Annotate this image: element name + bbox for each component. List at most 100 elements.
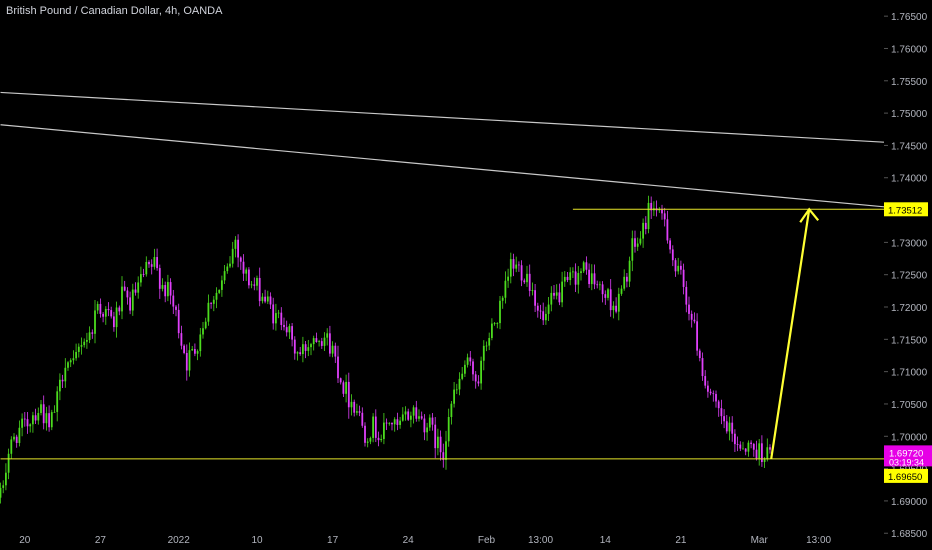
candle-body	[698, 350, 701, 359]
candle	[534, 283, 536, 313]
candle-body	[593, 273, 596, 285]
candle-body	[420, 416, 423, 419]
candle	[380, 434, 383, 443]
y-tick-label: 1.75000	[891, 109, 928, 120]
candle-body	[499, 300, 501, 324]
candle	[523, 278, 526, 284]
candle-body	[345, 381, 347, 394]
candle	[361, 407, 364, 428]
candle-body	[269, 296, 272, 305]
candle-body	[547, 304, 550, 314]
candle-body	[126, 290, 129, 298]
candle	[385, 418, 388, 430]
candle	[23, 412, 26, 427]
candle-body	[64, 367, 67, 382]
candle-body	[464, 364, 466, 374]
candle-body	[285, 327, 288, 333]
candle	[445, 430, 447, 470]
candle-body	[167, 282, 169, 297]
candle-body	[707, 385, 709, 392]
candle-body	[315, 338, 318, 342]
candle-body	[488, 338, 491, 346]
candle-body	[709, 391, 712, 394]
candle-body	[183, 345, 185, 353]
candle-body	[185, 352, 188, 371]
candle	[156, 248, 158, 271]
candle-body	[223, 271, 226, 281]
candle-body	[380, 438, 383, 441]
candle-body	[383, 422, 385, 439]
candle-body	[280, 312, 283, 325]
candle-body	[361, 412, 364, 426]
candle	[75, 343, 77, 361]
candle-body	[145, 261, 148, 275]
candle	[10, 436, 13, 459]
candle	[574, 263, 577, 292]
candle-body	[10, 439, 13, 454]
candle	[177, 303, 180, 339]
candle-body	[539, 310, 542, 312]
candle-body	[129, 297, 131, 311]
candle	[742, 441, 744, 450]
candle	[472, 358, 474, 381]
candle-body	[447, 417, 450, 442]
candle	[569, 267, 572, 286]
candle	[258, 267, 261, 307]
candle	[329, 325, 331, 357]
candle-body	[204, 321, 207, 329]
candle-body	[88, 332, 91, 341]
candle	[712, 390, 715, 402]
level-tag-label: 1.69650	[888, 472, 922, 483]
candle-body	[480, 360, 482, 384]
candle	[720, 399, 723, 425]
candle	[337, 345, 339, 383]
candle-body	[334, 345, 337, 357]
candle	[72, 350, 75, 365]
candle-body	[763, 459, 766, 462]
candle	[750, 440, 752, 449]
candle-body	[418, 416, 420, 419]
candle-body	[663, 213, 666, 220]
candle	[207, 294, 210, 326]
candle	[758, 439, 761, 466]
candle	[725, 415, 728, 434]
candle	[677, 257, 680, 275]
candle	[426, 422, 428, 441]
price-tag-level-1: 1.73512	[884, 202, 928, 217]
candle	[701, 352, 704, 381]
candle-body	[91, 332, 94, 334]
candle-body	[296, 352, 299, 354]
candle	[272, 297, 275, 330]
candle	[674, 258, 677, 277]
candle-body	[350, 401, 353, 408]
candle	[474, 371, 477, 389]
candle-body	[550, 292, 553, 305]
candle-body	[423, 418, 426, 433]
candle	[539, 304, 542, 319]
candle	[628, 256, 631, 287]
candle	[104, 306, 107, 325]
candle-body	[696, 321, 698, 351]
candle-body	[650, 202, 653, 211]
candle-body	[234, 239, 237, 249]
candle	[588, 263, 590, 288]
candle-body	[37, 412, 40, 421]
candle-body	[188, 350, 191, 371]
candle	[126, 287, 129, 305]
candle	[180, 325, 183, 350]
candle	[107, 302, 110, 317]
candle-body	[61, 379, 64, 382]
candle	[226, 263, 229, 274]
candle	[669, 238, 671, 254]
candle-body	[445, 441, 447, 460]
candle-body	[558, 292, 561, 303]
candle	[42, 395, 45, 430]
candle	[32, 411, 34, 433]
candle-body	[588, 269, 590, 285]
candle-body	[580, 271, 582, 274]
candle	[339, 377, 342, 385]
candle-body	[5, 472, 7, 486]
candle	[728, 416, 731, 441]
